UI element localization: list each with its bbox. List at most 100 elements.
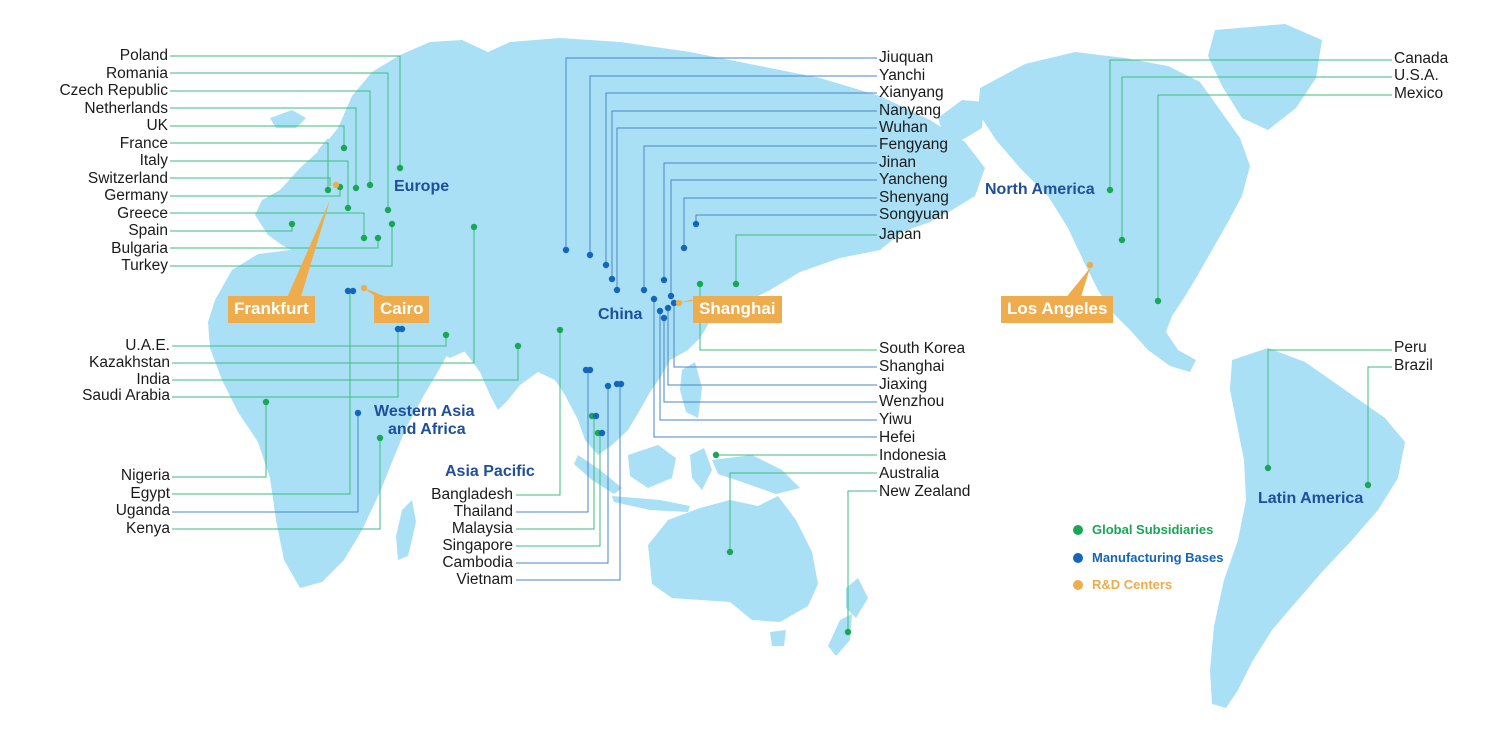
label-shanghai: Shanghai xyxy=(879,358,945,375)
dot-yiwu xyxy=(656,307,664,315)
line-peru xyxy=(1267,349,1392,468)
location-dots xyxy=(262,144,1372,636)
landmass-philippines xyxy=(680,362,702,418)
label-jiuquan: Jiuquan xyxy=(879,49,934,66)
line-egypt xyxy=(172,291,351,495)
landmass-japan xyxy=(720,218,774,290)
landmass-new-guinea xyxy=(712,455,800,494)
landmass-australia xyxy=(648,496,818,622)
line-romania xyxy=(170,72,389,210)
dot-jinan xyxy=(660,276,668,284)
label-romania: Romania xyxy=(105,65,168,82)
dot-peru xyxy=(1264,464,1272,472)
dot-usa xyxy=(1118,236,1126,244)
dot-new-zealand xyxy=(844,628,852,636)
label-india: India xyxy=(136,371,170,388)
legend-dot-green xyxy=(1073,525,1083,535)
label-kazakhstan: Kazakhstan xyxy=(89,354,170,371)
label-singapore: Singapore xyxy=(442,537,513,554)
dot-shenyang xyxy=(680,244,688,252)
label-usa: U.S.A. xyxy=(1394,67,1439,84)
line-yanchi xyxy=(589,75,877,255)
landmass-scandinavia xyxy=(345,88,412,178)
line-greece xyxy=(170,212,365,238)
label-egypt: Egypt xyxy=(130,485,170,502)
dot-fengyang xyxy=(640,286,648,294)
rd-callout-shanghai: Shanghai xyxy=(693,296,782,323)
line-bulgaria xyxy=(170,238,379,249)
line-poland xyxy=(170,55,401,168)
line-saudi-arabia xyxy=(172,329,399,398)
line-new-zealand xyxy=(847,490,877,632)
rd-callout-frankfurt: Frankfurt xyxy=(228,296,315,323)
landmass-eurasia xyxy=(255,38,985,455)
label-peru: Peru xyxy=(1394,339,1427,356)
line-xianyang xyxy=(605,92,877,265)
label-netherlands: Netherlands xyxy=(84,100,168,117)
dot-australia xyxy=(726,548,734,556)
line-wenzhou xyxy=(663,318,877,403)
line-netherlands xyxy=(170,107,357,188)
label-uae: U.A.E. xyxy=(125,337,170,354)
line-nigeria xyxy=(172,402,267,478)
label-brazil: Brazil xyxy=(1394,357,1433,374)
dot-hefei xyxy=(650,295,658,303)
line-uk xyxy=(170,125,345,148)
region-asia-pacific: Asia Pacific xyxy=(445,463,535,480)
dot-wenzhou xyxy=(660,314,668,322)
dot-songyuan xyxy=(692,220,700,228)
region-north-america: North America xyxy=(985,181,1095,198)
line-kazakhstan xyxy=(172,227,475,364)
dot-shanghai-rd xyxy=(675,299,683,307)
legend-label-rd: R&D Centers xyxy=(1092,577,1173,592)
line-india xyxy=(172,346,519,381)
label-hefei: Hefei xyxy=(879,429,916,446)
line-yiwu xyxy=(659,311,877,421)
line-uae xyxy=(172,335,447,347)
line-japan xyxy=(735,234,877,284)
pointer-los-angeles xyxy=(1064,268,1090,300)
landmass-new-zealand xyxy=(846,578,868,618)
line-australia xyxy=(729,472,877,552)
legend-dot-blue xyxy=(1073,553,1083,563)
dot-jiaxing xyxy=(664,304,672,312)
dot-japan xyxy=(732,280,740,288)
landmass-new-zealand-south xyxy=(828,614,852,656)
dot-greece xyxy=(360,234,368,242)
dot-nanyang xyxy=(608,275,616,283)
line-jiuquan xyxy=(565,57,877,250)
dot-romania xyxy=(384,206,392,214)
label-australia: Australia xyxy=(879,465,940,482)
label-turkey: Turkey xyxy=(121,257,168,274)
label-yanchi: Yanchi xyxy=(879,67,926,84)
label-canada: Canada xyxy=(1394,50,1449,67)
line-italy xyxy=(170,160,349,208)
label-yancheng: Yancheng xyxy=(879,171,948,188)
dot-kazakhstan xyxy=(470,223,478,231)
landmass-tasmania xyxy=(770,630,786,646)
rd-callout-los-angeles: Los Angeles xyxy=(1001,296,1114,323)
label-jinan: Jinan xyxy=(879,154,917,171)
dot-los-angeles-rd xyxy=(1086,261,1094,269)
dot-egypt-2 xyxy=(349,287,357,295)
label-indonesia: Indonesia xyxy=(879,447,947,464)
line-nanyang xyxy=(611,110,877,279)
label-nanyang: Nanyang xyxy=(879,102,942,119)
line-usa xyxy=(1121,76,1392,240)
label-fengyang: Fengyang xyxy=(879,136,948,153)
label-uk: UK xyxy=(146,117,168,134)
line-jiaxing xyxy=(667,308,877,386)
landmass-alaska xyxy=(938,100,984,140)
line-bangladesh xyxy=(516,330,561,496)
label-wenzhou: Wenzhou xyxy=(879,393,945,410)
line-hefei xyxy=(653,299,877,438)
dot-frankfurt-rd xyxy=(332,181,340,189)
landmass-sumatra xyxy=(574,455,622,494)
legend-item-manufacturing: Manufacturing Bases xyxy=(1073,550,1223,566)
legend-item-rd: R&D Centers xyxy=(1073,577,1172,593)
dot-thailand-2 xyxy=(586,366,594,374)
landmass-iceland xyxy=(270,110,306,128)
line-malaysia xyxy=(516,416,595,530)
label-poland: Poland xyxy=(119,47,168,64)
